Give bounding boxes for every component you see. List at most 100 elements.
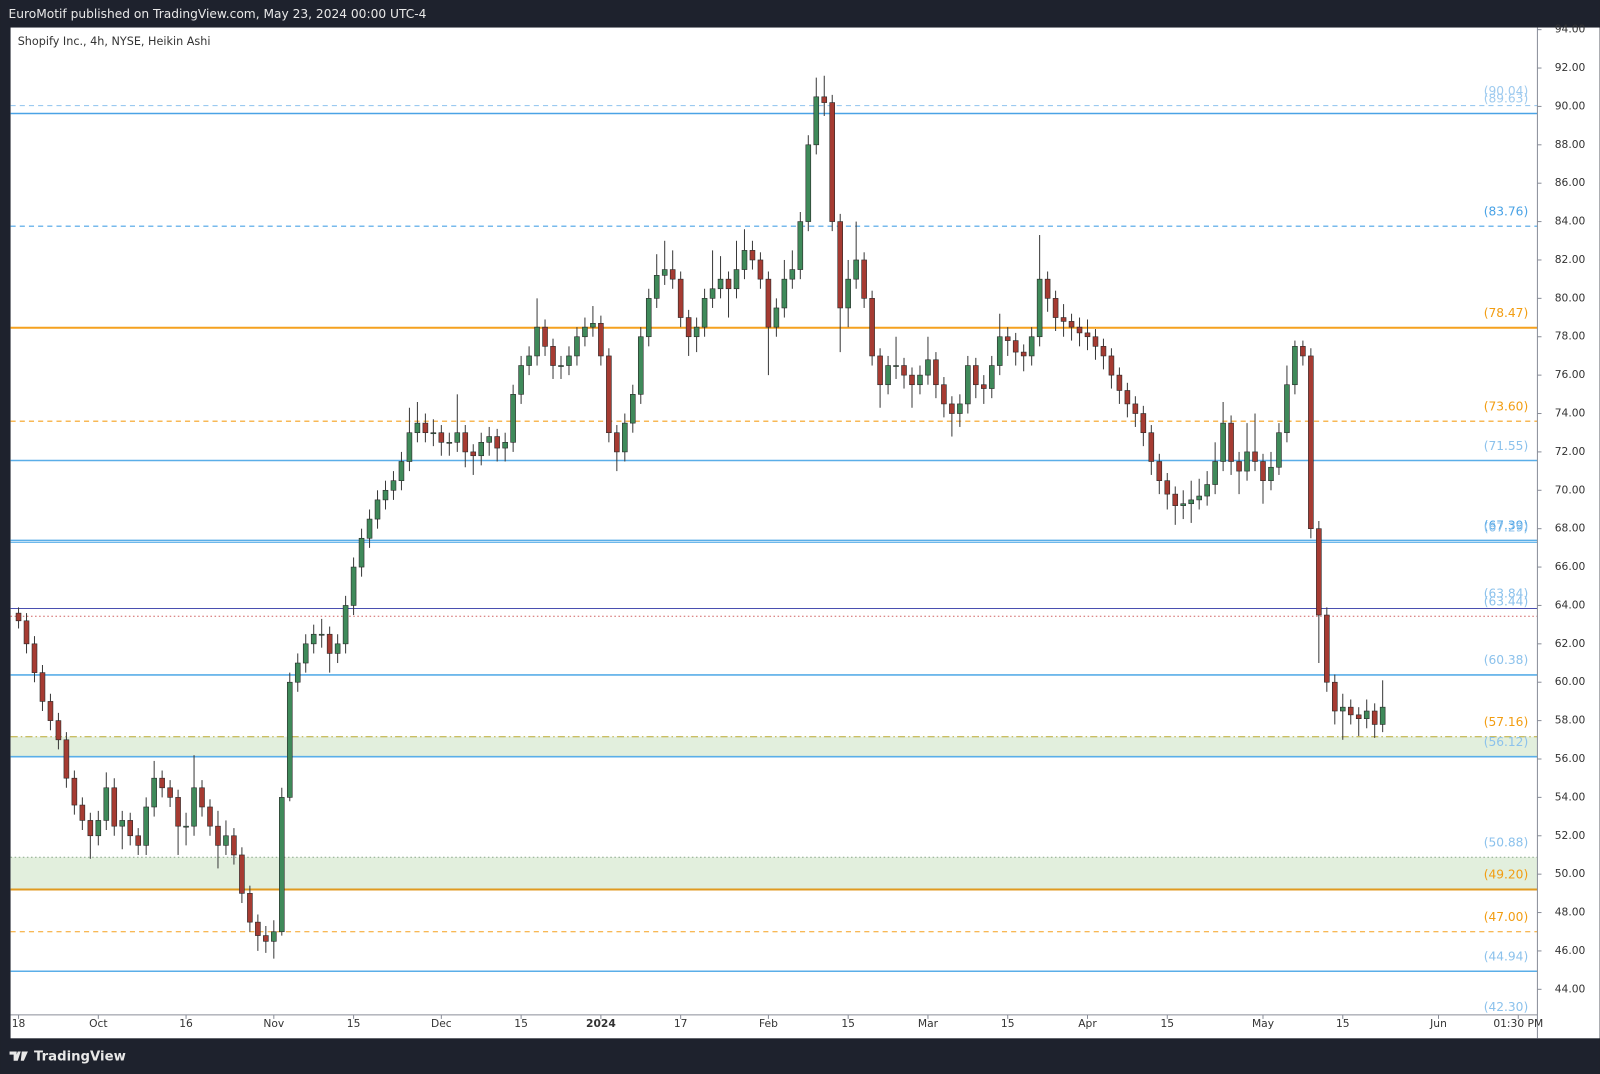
x-tick-label: 15 [1160, 1017, 1174, 1030]
candle-body [446, 442, 453, 444]
y-tick-label: 90.00 [1555, 99, 1586, 112]
candle-body [55, 720, 62, 741]
candle-body [949, 403, 955, 414]
y-tick-label: 54.00 [1555, 790, 1586, 803]
candle-body [422, 422, 429, 434]
y-tick-label: 48.00 [1555, 906, 1586, 919]
zone [10, 857, 1538, 890]
candle-body [119, 820, 126, 827]
candle-body [127, 820, 134, 837]
level-label: (49.20) [1484, 868, 1529, 882]
candle-body [1180, 503, 1187, 506]
candle-body [637, 336, 644, 395]
y-tick-label: 62.00 [1555, 637, 1586, 650]
candle-body [661, 269, 668, 276]
y-tick-label: 78.00 [1555, 330, 1586, 343]
candle-body [1379, 706, 1386, 725]
level-label: (63.44) [1484, 594, 1529, 608]
plot-area [10, 75, 1538, 973]
candle-body [1076, 326, 1083, 334]
level-label: (67.29) [1484, 521, 1529, 535]
candle-body [789, 269, 796, 280]
candle-body [1132, 403, 1139, 414]
candle-body [821, 96, 828, 103]
candle-body [462, 432, 469, 453]
level-label: (71.55) [1484, 439, 1529, 453]
candle-body [1140, 413, 1147, 434]
candle-body [247, 893, 253, 923]
candle-body [813, 96, 820, 146]
candle-body [765, 278, 772, 328]
level-label: (42.30) [1484, 1000, 1529, 1014]
candle-body [366, 518, 373, 539]
candle-body [518, 365, 524, 395]
candle-body [845, 278, 851, 309]
candle-body [286, 681, 293, 798]
candle-body [1308, 355, 1314, 529]
candle-body [941, 384, 947, 405]
candle-body [526, 355, 532, 366]
y-tick-label: 82.00 [1555, 253, 1586, 266]
x-tick-label: 15 [841, 1017, 855, 1030]
candle-body [933, 359, 939, 386]
candle-body [207, 806, 213, 827]
candle-body [478, 442, 485, 457]
candle-body [310, 633, 317, 645]
y-tick-label: 80.00 [1555, 291, 1586, 304]
candle-body [829, 102, 836, 222]
candle-body [917, 374, 923, 386]
candle-body [1284, 384, 1290, 434]
y-tick-label: 68.00 [1555, 522, 1586, 535]
candle-body [39, 672, 46, 702]
x-tick-label: 15 [514, 1017, 528, 1030]
level-label: (89.63) [1484, 92, 1529, 106]
candle-body [263, 935, 269, 942]
zone [10, 736, 1538, 757]
candle-body [909, 374, 915, 386]
y-tick-label: 88.00 [1555, 138, 1586, 151]
x-tick-label: Feb [759, 1017, 778, 1030]
candle-body [1236, 461, 1242, 472]
candle-body [350, 566, 357, 606]
candle-body [741, 250, 748, 270]
level-label: (56.12) [1484, 735, 1529, 749]
candle-body [1060, 317, 1067, 322]
candle-body [693, 326, 700, 338]
candle-body [406, 432, 413, 462]
y-tick-label: 66.00 [1555, 560, 1586, 573]
candle-body [438, 432, 445, 443]
candle-body [1124, 390, 1131, 405]
candle-body [398, 461, 405, 481]
candle-body [1347, 706, 1354, 716]
candle-body [135, 835, 141, 846]
x-tick-label: Apr [1078, 1017, 1097, 1030]
candle-body [1100, 346, 1107, 357]
candle-body [1044, 278, 1051, 299]
y-tick-label: 64.00 [1555, 598, 1586, 611]
candle-body [470, 451, 477, 457]
candle-body [414, 422, 421, 434]
candle-body [885, 365, 891, 386]
candle-body [15, 612, 22, 622]
candle-body [901, 365, 907, 376]
y-tick-label: 70.00 [1555, 483, 1586, 496]
candle-body [622, 422, 628, 453]
candle-body [199, 787, 205, 808]
candle-body [653, 275, 660, 299]
x-tick-label: 2024 [586, 1017, 616, 1030]
level-label: (44.94) [1484, 949, 1529, 963]
y-tick-label: 92.00 [1555, 61, 1586, 74]
candle-body [957, 403, 963, 414]
candle-body [95, 820, 102, 837]
candle-body [1292, 346, 1298, 386]
y-tick-label: 46.00 [1555, 944, 1586, 957]
candle-body [1036, 278, 1043, 338]
candle-body [725, 278, 732, 290]
y-tick-label: 56.00 [1555, 752, 1586, 765]
candle-body [1108, 355, 1115, 376]
level-label: (73.60) [1484, 399, 1529, 413]
candle-body [23, 620, 30, 645]
candle-body [167, 787, 173, 798]
candle-body [183, 825, 189, 828]
